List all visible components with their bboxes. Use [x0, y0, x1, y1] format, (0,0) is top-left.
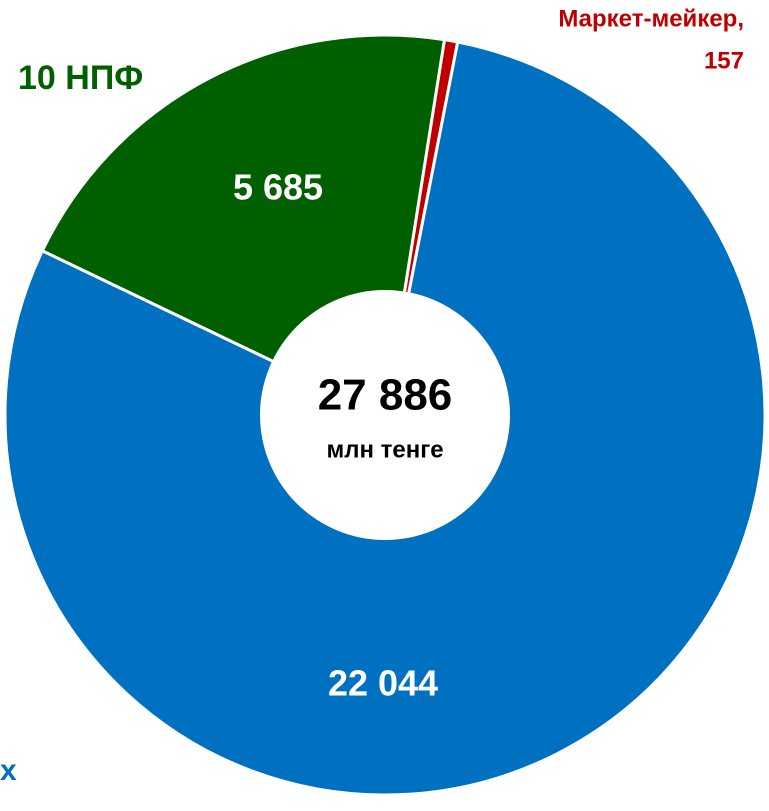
- center-total: 27 886: [318, 371, 453, 420]
- value-label: 157: [704, 47, 744, 74]
- donut-hole: [260, 290, 510, 540]
- value-label: 5 685: [233, 167, 323, 208]
- value-label: 22 044: [328, 663, 438, 704]
- category-label: 10 НПФ: [18, 59, 143, 97]
- category-label: х: [0, 754, 17, 787]
- center-unit: млн тенге: [326, 436, 443, 463]
- category-label: Маркет-мейкер,: [558, 5, 744, 32]
